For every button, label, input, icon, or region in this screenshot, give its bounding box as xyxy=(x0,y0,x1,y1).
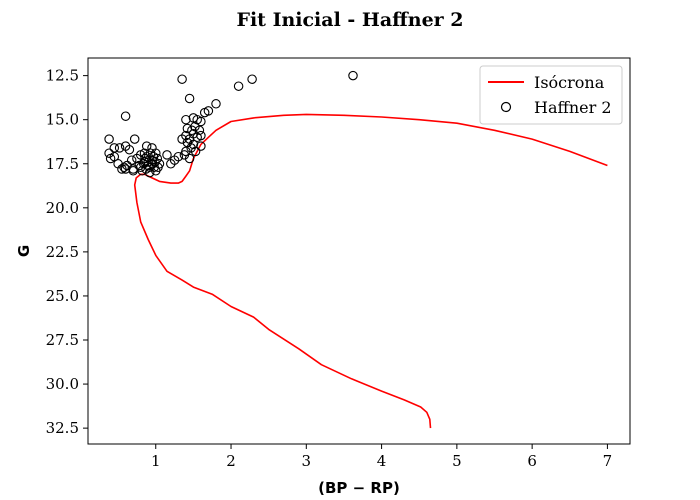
y-tick-label: 25.0 xyxy=(46,287,79,305)
x-tick-label: 7 xyxy=(603,452,613,470)
x-tick-label: 4 xyxy=(377,452,387,470)
data-point xyxy=(104,148,114,158)
data-point xyxy=(141,141,152,151)
data-point xyxy=(196,130,206,141)
data-point xyxy=(126,155,137,165)
chart-title: Fit Inicial - Haffner 2 xyxy=(236,9,463,31)
data-point xyxy=(117,164,127,174)
data-point xyxy=(119,162,129,173)
y-tick-label: 30.0 xyxy=(46,375,79,393)
data-point xyxy=(153,162,163,173)
data-point xyxy=(182,123,193,134)
data-point xyxy=(247,74,257,84)
plot-area xyxy=(87,57,631,445)
x-tick-label: 2 xyxy=(226,452,236,470)
data-point xyxy=(120,111,131,121)
y-tick-label: 15.0 xyxy=(46,111,79,129)
data-point xyxy=(348,70,358,81)
data-point xyxy=(190,146,201,157)
data-point xyxy=(184,93,195,104)
axis-ticks: 1 2 3 4 5 6 7 12.5 15.0 17.5 20.0 22.5 25.0 27.5 30.0 3… xyxy=(46,67,613,470)
data-point xyxy=(128,166,138,176)
data-point xyxy=(177,134,187,144)
data-point xyxy=(124,144,135,155)
x-tick-label: 5 xyxy=(452,452,462,470)
data-point xyxy=(147,159,158,169)
isochrone-line xyxy=(133,113,608,429)
y-tick-label: 32.5 xyxy=(46,419,79,437)
y-tick-label: 27.5 xyxy=(46,331,79,349)
data-point xyxy=(181,114,191,125)
data-point xyxy=(129,134,140,144)
legend-label-isochrone: Isócrona xyxy=(534,73,605,92)
data-point xyxy=(173,151,184,162)
data-point xyxy=(196,141,206,151)
legend-label-haffner-2: Haffner 2 xyxy=(534,98,612,117)
x-axis-label: (BP − RP) xyxy=(318,479,400,497)
data-point xyxy=(114,143,125,153)
y-axis-label: G xyxy=(15,245,33,257)
legend-box xyxy=(479,65,623,125)
data-point xyxy=(233,81,244,91)
data-point xyxy=(135,162,146,173)
data-point xyxy=(150,157,160,167)
data-point xyxy=(181,146,191,157)
legend: Isócrona Haffner 2 xyxy=(479,65,623,125)
plot-marks xyxy=(104,70,608,429)
y-tick-label: 20.0 xyxy=(46,199,79,217)
data-point xyxy=(211,99,221,109)
x-tick-label: 6 xyxy=(527,452,537,470)
x-tick-label: 3 xyxy=(302,452,312,470)
data-point xyxy=(104,134,114,144)
data-point xyxy=(145,148,156,158)
y-tick-label: 17.5 xyxy=(46,155,79,173)
data-point xyxy=(192,114,202,125)
data-point xyxy=(109,151,120,162)
data-point xyxy=(177,74,187,84)
legend-point-swatch xyxy=(500,101,512,113)
x-tick-label: 1 xyxy=(151,452,161,470)
data-point xyxy=(199,107,210,118)
data-point xyxy=(143,157,153,167)
data-point xyxy=(162,150,172,160)
data-point xyxy=(148,151,159,162)
y-tick-label: 12.5 xyxy=(46,67,79,85)
y-tick-label: 22.5 xyxy=(46,243,79,261)
